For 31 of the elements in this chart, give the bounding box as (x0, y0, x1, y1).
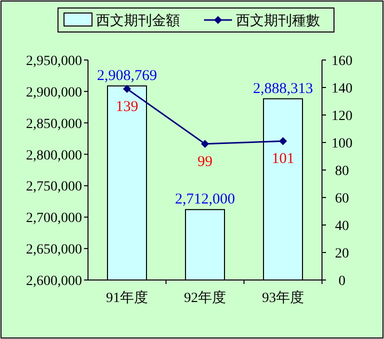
y2-tick-label: 140 (332, 82, 352, 96)
x-tick-label: 92年度 (184, 290, 226, 306)
y2-tick-label: 40 (335, 219, 349, 234)
y-tick-label: 2,600,000 (26, 274, 82, 289)
legend-label: 西文期刊種數 (236, 13, 320, 29)
y-tick-label: 2,900,000 (26, 85, 82, 100)
x-tick-label: 93年度 (262, 290, 304, 306)
data-label: 2,712,000 (175, 192, 235, 208)
y2-tick-label: 160 (332, 54, 352, 69)
legend-label: 西文期刊金額 (96, 13, 180, 29)
point (201, 140, 209, 148)
y2-tick-label: 0 (338, 274, 346, 289)
data-label: 2,908,769 (97, 68, 157, 84)
y2-tick-label: 100 (332, 136, 352, 152)
data-label: 101 (272, 151, 294, 168)
y-tick-label: 2,950,000 (26, 54, 82, 69)
y2-tick-label: 120 (332, 109, 352, 124)
data-label: 2,888,313 (253, 80, 313, 97)
point (279, 137, 287, 146)
y-tick-label: 2,850,000 (26, 116, 82, 132)
y2-tick-label: 80 (335, 164, 349, 179)
y-tick-label: 2,700,000 (26, 211, 82, 226)
data-label: 99 (198, 154, 212, 170)
data-label: 139 (116, 98, 138, 115)
point (123, 84, 131, 93)
y2-tick-label: 20 (335, 246, 349, 262)
y-tick-label: 2,650,000 (26, 242, 82, 258)
y-tick-label: 2,800,000 (26, 148, 82, 164)
y2-tick-label: 60 (335, 192, 349, 206)
y-tick-label: 2,750,000 (26, 180, 82, 195)
x-tick-label: 91年度 (106, 290, 148, 306)
